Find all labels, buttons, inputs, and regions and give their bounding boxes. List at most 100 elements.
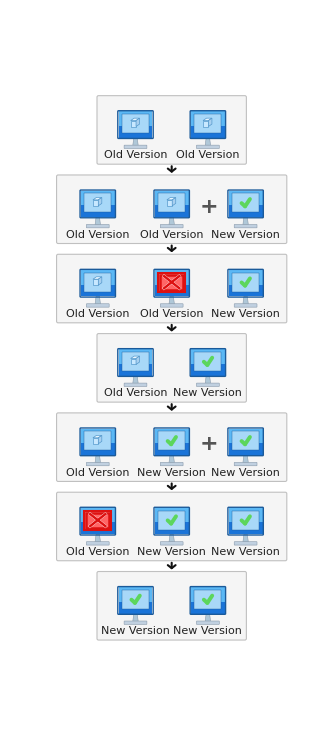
FancyBboxPatch shape (191, 123, 225, 138)
Polygon shape (95, 534, 100, 542)
Text: +: + (199, 435, 218, 454)
FancyBboxPatch shape (191, 599, 225, 614)
FancyBboxPatch shape (229, 282, 263, 296)
Polygon shape (243, 455, 248, 463)
Polygon shape (133, 375, 138, 383)
Polygon shape (133, 614, 138, 622)
Text: New Version: New Version (137, 547, 206, 557)
Polygon shape (169, 217, 175, 225)
FancyBboxPatch shape (119, 123, 152, 138)
FancyBboxPatch shape (155, 508, 189, 523)
Polygon shape (205, 614, 211, 622)
FancyBboxPatch shape (194, 114, 221, 133)
FancyBboxPatch shape (81, 508, 115, 523)
FancyBboxPatch shape (191, 350, 225, 364)
Text: Old Version: Old Version (104, 150, 167, 161)
FancyBboxPatch shape (86, 303, 109, 307)
FancyBboxPatch shape (197, 145, 219, 149)
FancyBboxPatch shape (81, 282, 115, 296)
FancyBboxPatch shape (155, 270, 189, 284)
FancyBboxPatch shape (229, 508, 263, 523)
Polygon shape (131, 118, 140, 120)
Text: New Version: New Version (211, 547, 280, 557)
FancyBboxPatch shape (155, 202, 189, 217)
FancyBboxPatch shape (155, 520, 189, 534)
FancyBboxPatch shape (84, 273, 111, 292)
Polygon shape (98, 277, 102, 285)
FancyBboxPatch shape (191, 587, 225, 602)
FancyBboxPatch shape (197, 383, 219, 386)
FancyBboxPatch shape (160, 463, 183, 465)
Polygon shape (136, 118, 140, 127)
Polygon shape (93, 435, 102, 438)
FancyBboxPatch shape (97, 572, 246, 640)
FancyBboxPatch shape (155, 282, 189, 296)
FancyBboxPatch shape (119, 587, 152, 602)
FancyBboxPatch shape (124, 621, 147, 625)
Polygon shape (169, 534, 175, 542)
Text: Old Version: Old Version (140, 309, 203, 319)
Text: New Version: New Version (137, 468, 206, 478)
FancyBboxPatch shape (232, 273, 259, 292)
FancyBboxPatch shape (155, 191, 189, 205)
Text: Old Version: Old Version (176, 150, 240, 161)
FancyBboxPatch shape (232, 431, 259, 450)
Polygon shape (93, 200, 98, 206)
Polygon shape (172, 197, 176, 206)
FancyBboxPatch shape (229, 270, 263, 284)
FancyBboxPatch shape (158, 431, 185, 450)
FancyBboxPatch shape (57, 493, 287, 561)
Polygon shape (95, 217, 100, 225)
FancyBboxPatch shape (122, 590, 149, 609)
FancyBboxPatch shape (194, 352, 221, 371)
FancyBboxPatch shape (124, 383, 147, 386)
Polygon shape (95, 296, 100, 304)
Text: New Version: New Version (211, 229, 280, 240)
FancyBboxPatch shape (86, 463, 109, 465)
Polygon shape (131, 356, 140, 358)
FancyBboxPatch shape (97, 96, 246, 164)
Text: New Version: New Version (101, 626, 170, 636)
FancyBboxPatch shape (119, 599, 152, 614)
Text: Old Version: Old Version (66, 309, 130, 319)
Polygon shape (243, 534, 248, 542)
FancyBboxPatch shape (232, 511, 259, 529)
Polygon shape (93, 277, 102, 279)
FancyBboxPatch shape (229, 429, 263, 443)
Polygon shape (93, 279, 98, 285)
FancyBboxPatch shape (191, 111, 225, 126)
FancyBboxPatch shape (160, 303, 183, 307)
FancyBboxPatch shape (97, 334, 246, 402)
Text: +: + (199, 196, 218, 216)
Polygon shape (243, 296, 248, 304)
FancyBboxPatch shape (81, 270, 115, 284)
FancyBboxPatch shape (119, 350, 152, 364)
Polygon shape (167, 200, 172, 206)
FancyBboxPatch shape (234, 463, 257, 465)
FancyBboxPatch shape (81, 441, 115, 455)
Polygon shape (131, 358, 136, 364)
Polygon shape (95, 455, 100, 463)
FancyBboxPatch shape (86, 224, 109, 228)
FancyBboxPatch shape (86, 542, 109, 545)
FancyBboxPatch shape (81, 191, 115, 205)
FancyBboxPatch shape (160, 275, 183, 290)
Text: New Version: New Version (211, 468, 280, 478)
Text: New Version: New Version (174, 388, 242, 398)
FancyBboxPatch shape (234, 542, 257, 545)
FancyBboxPatch shape (119, 361, 152, 375)
FancyBboxPatch shape (197, 621, 219, 625)
FancyBboxPatch shape (229, 202, 263, 217)
FancyBboxPatch shape (194, 590, 221, 609)
Polygon shape (131, 120, 136, 127)
FancyBboxPatch shape (57, 413, 287, 482)
Polygon shape (133, 138, 138, 146)
Polygon shape (167, 197, 176, 200)
FancyBboxPatch shape (57, 254, 287, 323)
FancyBboxPatch shape (84, 194, 111, 213)
FancyBboxPatch shape (229, 520, 263, 534)
FancyBboxPatch shape (234, 303, 257, 307)
FancyBboxPatch shape (232, 194, 259, 213)
Text: Old Version: Old Version (140, 229, 203, 240)
FancyBboxPatch shape (86, 512, 109, 528)
